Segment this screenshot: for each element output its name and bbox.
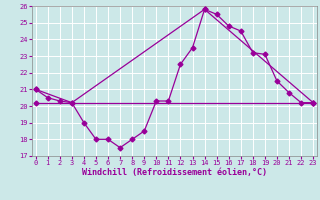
X-axis label: Windchill (Refroidissement éolien,°C): Windchill (Refroidissement éolien,°C) (82, 168, 267, 177)
